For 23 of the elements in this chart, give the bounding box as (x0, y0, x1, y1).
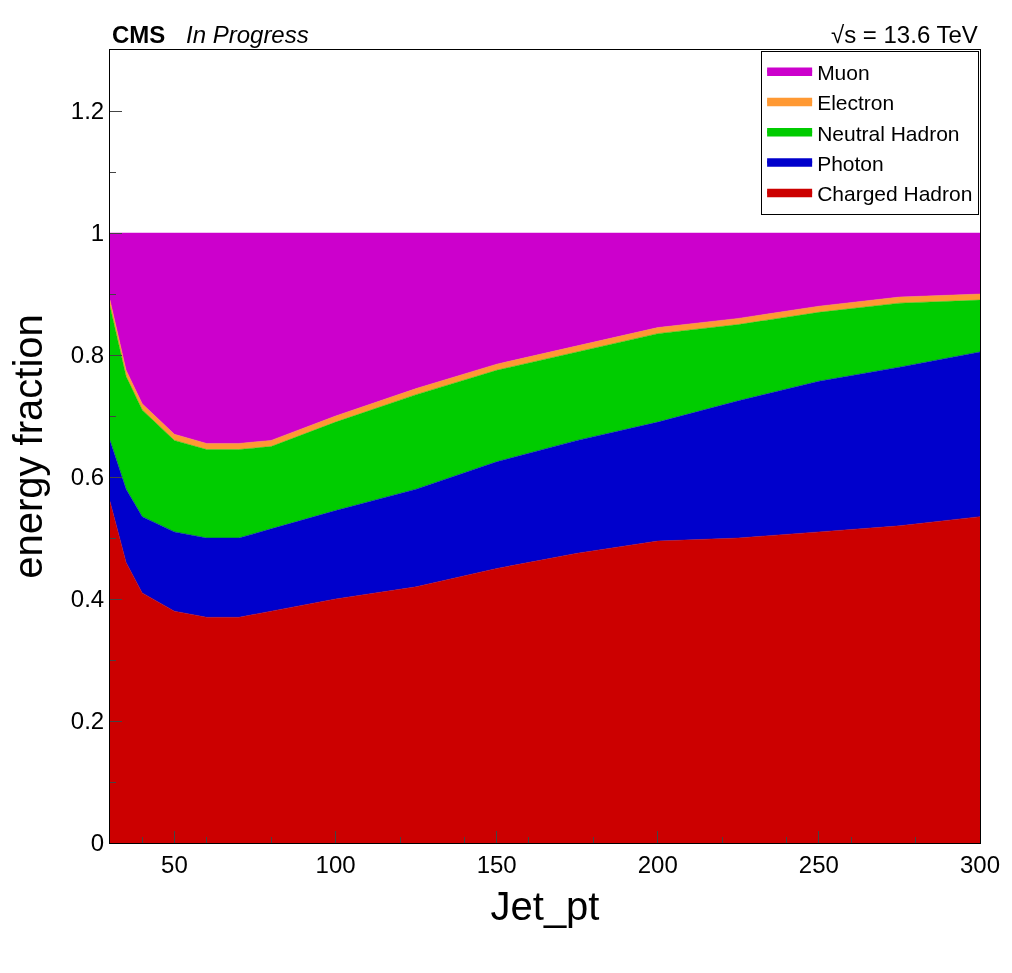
x-tick-label: 100 (315, 850, 356, 878)
text: In Progress (186, 21, 309, 48)
text: √s = 13.6 TeV (831, 21, 978, 48)
y-tick-label: 0.6 (70, 463, 105, 491)
y-tick-label: 1.2 (70, 97, 105, 125)
legend-label: Muon (817, 61, 870, 85)
legend-label: Charged Hadron (817, 182, 973, 206)
x-tick-label: 250 (798, 850, 839, 878)
y-tick-label: 1 (90, 219, 105, 247)
y-tick-label: 0.4 (70, 585, 105, 613)
legend-label: Neutral Hadron (817, 121, 960, 145)
y-tick-label: 0.2 (70, 707, 105, 735)
text: CMS (112, 21, 166, 48)
x-tick-label: 50 (161, 850, 188, 878)
legend-label: Photon (817, 152, 884, 176)
y-axis-title: energy fraction (6, 314, 51, 579)
x-tick-label: 200 (637, 850, 678, 878)
legend-label: Electron (817, 91, 895, 115)
x-tick-label: 150 (476, 850, 517, 878)
x-tick-label: 300 (959, 850, 1001, 878)
y-tick-label: 0.8 (70, 341, 105, 369)
x-axis-title: Jet_pt (490, 884, 600, 929)
y-tick-label: 0 (90, 829, 105, 857)
